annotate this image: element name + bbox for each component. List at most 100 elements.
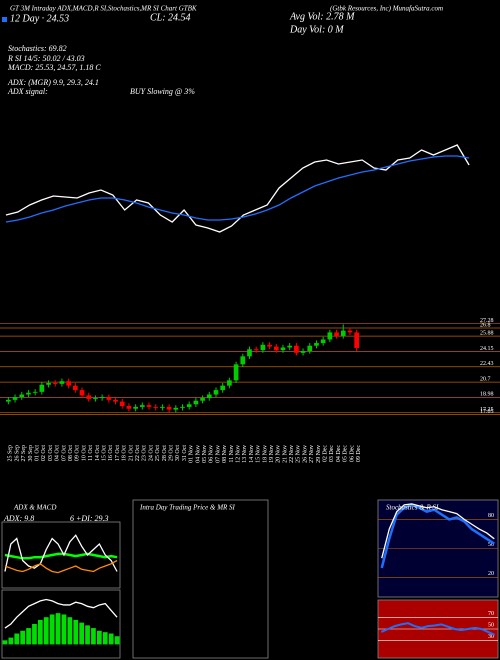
x-tick-label: 16 Oct	[108, 445, 114, 461]
candle-body	[119, 401, 125, 407]
adx-signal-label: ADX signal:	[7, 87, 48, 96]
panel-title: Intra Day Trading Price & MR SI	[139, 504, 236, 512]
series-line	[5, 155, 470, 223]
candle-body	[334, 332, 339, 336]
x-tick-label: 04 Dec	[336, 445, 342, 462]
bar	[85, 625, 90, 645]
series-line	[4, 534, 118, 572]
bar	[102, 632, 108, 645]
x-tick-label: 04 Oct	[55, 445, 61, 461]
x-tick-label: 13 Nov	[242, 445, 248, 463]
series-line	[380, 503, 495, 569]
y-tick-label: 17.25	[480, 407, 494, 413]
bar	[20, 630, 26, 645]
x-tick-label: 15 Oct	[101, 445, 107, 461]
candle-body	[146, 405, 152, 407]
x-tick-label: 30 Oct	[175, 445, 181, 461]
x-tick-label: 04 Nov	[195, 445, 201, 463]
x-tick-label: 31 Oct	[182, 445, 188, 461]
bar	[26, 628, 31, 645]
candle-body	[307, 345, 313, 352]
bar	[49, 614, 55, 645]
header-day-vol: Day Vol: 0 M	[289, 24, 344, 35]
y-tick-label: 20.7	[480, 376, 491, 382]
bar	[43, 617, 49, 645]
bar	[55, 613, 61, 645]
series-line	[4, 598, 118, 629]
x-tick-label: 14 Oct	[95, 445, 101, 461]
candle-body	[6, 399, 11, 402]
x-tick-label: 01 Oct	[35, 445, 41, 461]
legend-swatch	[2, 17, 7, 22]
candle-body	[233, 364, 239, 381]
x-tick-label: 10 Oct	[81, 445, 87, 461]
x-tick-label: 18 Oct	[122, 445, 128, 461]
candle-body	[193, 400, 199, 405]
candle-body	[287, 345, 293, 348]
x-tick-label: 22 Nov	[289, 445, 295, 463]
plot-layer: 27.2826.825.8824.1522.4320.718.9817.2517…	[0, 144, 500, 659]
y-tick-label: 24.15	[480, 346, 494, 352]
x-tick-label: 12 Nov	[235, 445, 241, 463]
candle-body	[139, 405, 145, 407]
adx: ADX: (MGR) 9.9, 29.3, 24.1	[7, 78, 99, 87]
y-tick-label: 18.98	[480, 392, 494, 398]
candle-body	[126, 406, 132, 409]
x-tick-label: 26 Sep	[14, 445, 20, 462]
y-tick-label: 50	[488, 542, 494, 548]
candle-body	[93, 398, 98, 399]
candle-body	[153, 406, 159, 408]
header-close: CL: 24.54	[150, 12, 191, 23]
candle-body	[186, 404, 192, 407]
candle-body	[173, 407, 179, 410]
x-tick-label: 07 Oct	[61, 445, 67, 461]
x-tick-label: 29 Oct	[168, 445, 174, 461]
candle-body	[347, 330, 353, 333]
y-tick-label: 70	[488, 611, 494, 617]
candle-body	[260, 344, 266, 351]
bar	[61, 614, 67, 645]
x-tick-label: 06 Nov	[209, 445, 215, 463]
header-title: GT 3M Intraday ADX,MACD,R SI,Stochastics…	[10, 5, 197, 13]
candle-body	[46, 382, 51, 385]
candle-body	[113, 399, 118, 402]
series-line	[4, 559, 118, 574]
candle-body	[320, 339, 326, 344]
header-avg-vol: Avg Vol: 2.78 M	[289, 11, 355, 22]
panel	[1, 589, 121, 659]
candle-body	[206, 394, 212, 399]
candle-body	[220, 385, 226, 391]
x-tick-label: 02 Oct	[41, 445, 47, 461]
candle-body	[247, 349, 252, 357]
y-tick-label: 17.05	[480, 409, 494, 415]
bar	[32, 624, 37, 645]
stochastics: Stochastics: 69.82	[8, 44, 67, 53]
candle-body	[19, 394, 25, 398]
y-tick-label: 30	[488, 634, 494, 640]
candle-body	[79, 390, 85, 396]
series-line	[4, 552, 118, 560]
candle-body	[267, 344, 272, 347]
candle-body	[213, 390, 219, 395]
di-label: 6 +DI: 29.3	[70, 514, 109, 523]
candle-body	[354, 332, 359, 349]
candle-body	[32, 391, 38, 393]
candle-body	[39, 384, 45, 392]
candle-body	[52, 382, 58, 384]
x-tick-label: 06 Dec	[349, 445, 355, 462]
candle-body	[72, 385, 78, 391]
bar	[14, 633, 20, 645]
bar	[114, 636, 120, 645]
candle-body	[26, 392, 31, 395]
panel	[132, 499, 269, 659]
x-tick-label: 05 Nov	[202, 445, 208, 463]
x-tick-label: 21 Oct	[128, 445, 134, 461]
x-tick-label: 14 Nov	[249, 445, 255, 463]
candle-body	[273, 346, 279, 351]
candle-body	[314, 343, 319, 346]
x-tick-label: 19 Nov	[269, 445, 275, 463]
candle-body	[300, 351, 306, 353]
candle-body	[166, 406, 172, 410]
